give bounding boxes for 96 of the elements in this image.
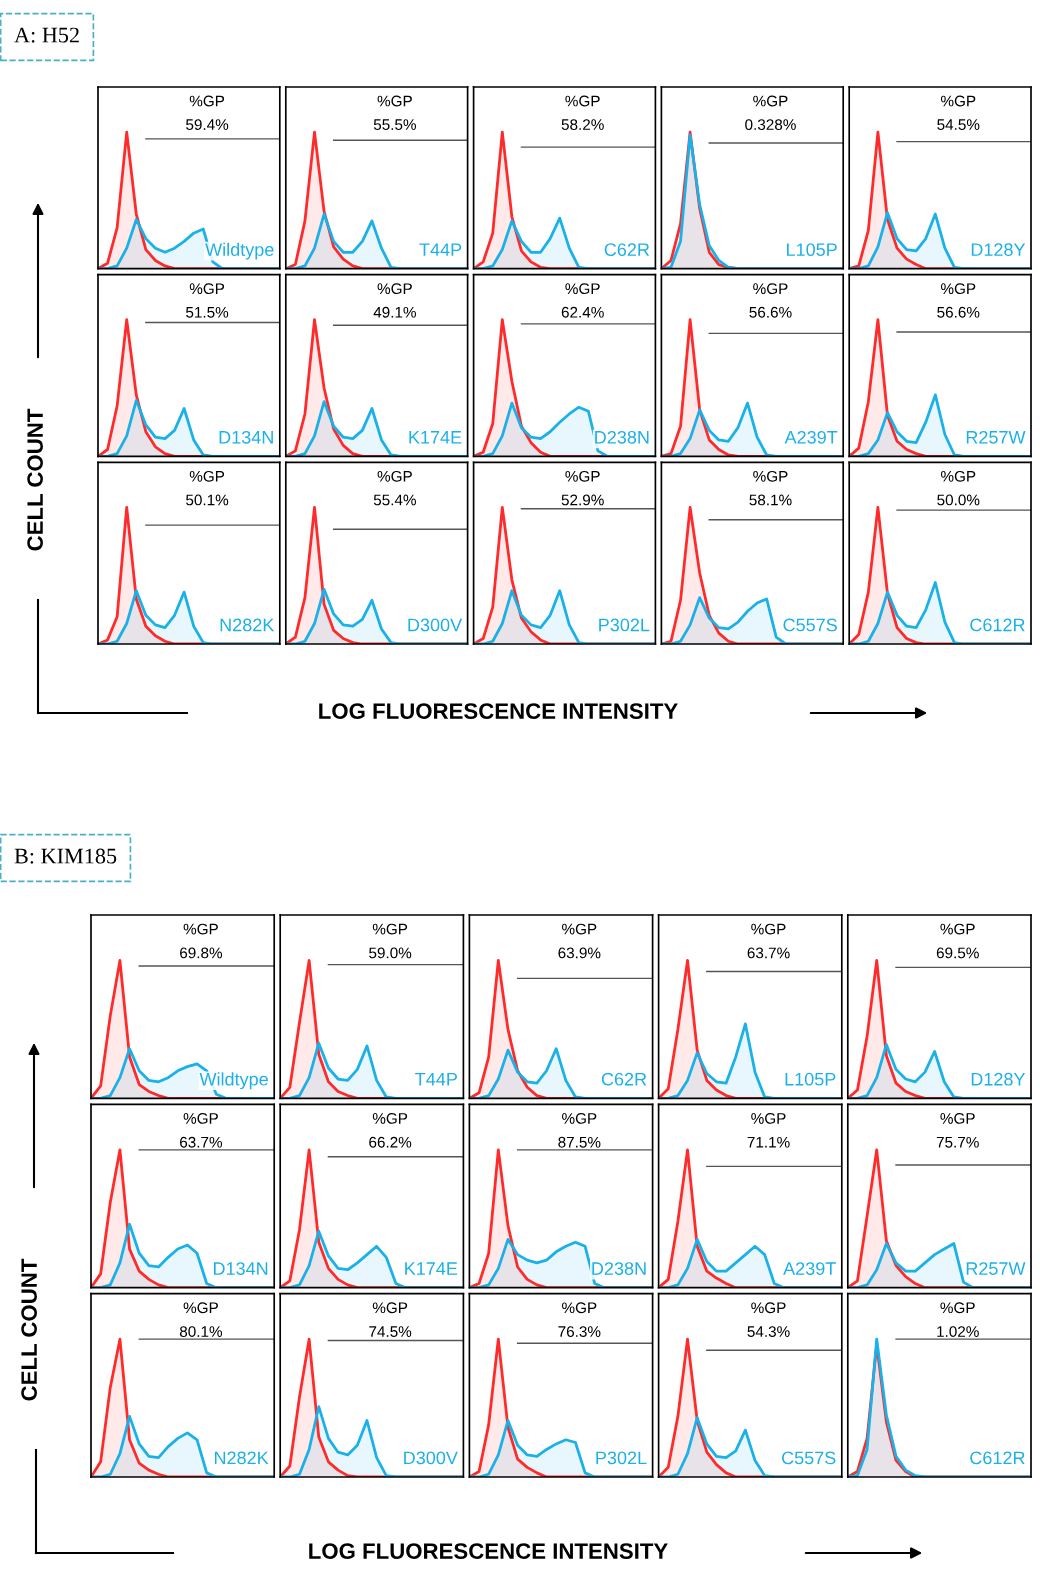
text: %GP [562, 1112, 597, 1124]
series-label: D238N [592, 1262, 646, 1275]
text: %GP [565, 470, 600, 482]
text: 75.7% [936, 1136, 979, 1148]
text: %GP [562, 923, 597, 935]
text: %GP [562, 1302, 597, 1314]
series-label: A239T [783, 1262, 836, 1275]
text: 80.1% [179, 1326, 223, 1337]
text: 50.1% [186, 494, 229, 506]
text: 69.8% [180, 947, 223, 959]
text: 63.7% [747, 947, 790, 959]
text: %GP [372, 1302, 408, 1314]
series-label: Wildtype [199, 1072, 268, 1090]
series-label: T44P [419, 243, 462, 256]
text: 74.5% [369, 1326, 412, 1337]
series-label: C62R [604, 243, 650, 257]
series-label: K174E [409, 431, 462, 444]
text: %GP [377, 283, 412, 295]
text: 56.6% [937, 306, 980, 318]
text: %GP [189, 283, 225, 295]
text: LOG FLUORESCENCE INTENSITY [309, 1543, 668, 1559]
series-label: P302L [596, 1451, 647, 1465]
series-label: D128Y [971, 243, 1026, 257]
text: 63.7% [180, 1136, 223, 1148]
series-label: K174E [405, 1262, 458, 1275]
text: 1.02% [937, 1326, 979, 1337]
text: %GP [940, 923, 975, 935]
text: 87.5% [558, 1136, 601, 1148]
text: 58.2% [561, 119, 604, 131]
text: 0.328% [745, 119, 796, 131]
text: 69.5% [936, 947, 979, 959]
text: LOG FLUORESCENCE INTENSITY [319, 703, 678, 719]
series-label: A239T [784, 430, 838, 444]
text: 54.3% [747, 1326, 790, 1337]
text: 63.9% [558, 947, 601, 959]
series-label: C612R [970, 1451, 1025, 1465]
text: 59.4% [186, 119, 229, 131]
text: 52.9% [561, 494, 604, 506]
text: %GP [372, 1112, 408, 1124]
text: %GP [940, 1112, 975, 1124]
text: 55.4% [373, 494, 416, 506]
text: %GP [751, 1112, 786, 1124]
text: %GP [940, 95, 976, 107]
text: %GP [751, 923, 786, 935]
series-label: R257W [966, 1262, 1026, 1275]
series-label: P302L [599, 618, 650, 632]
text: %GP [377, 470, 412, 482]
series-label: C612R [970, 618, 1025, 632]
text: 55.5% [373, 119, 416, 131]
text: CELL COUNT [21, 1258, 37, 1401]
text: CELL COUNT [27, 408, 43, 551]
text: %GP [940, 283, 976, 295]
text: %GP [183, 923, 218, 935]
text: A: H52 [14, 27, 79, 43]
text: 66.2% [369, 1136, 412, 1148]
series-label: C62R [601, 1072, 647, 1086]
text: 58.1% [749, 494, 792, 506]
text: %GP [189, 95, 225, 107]
text: %GP [377, 95, 412, 107]
text: 50.0% [937, 494, 980, 506]
text: 62.4% [561, 306, 604, 318]
text: %GP [751, 1302, 786, 1314]
text: %GP [189, 470, 225, 482]
text: %GP [753, 470, 788, 482]
series-label: D134N [213, 1262, 268, 1275]
text: %GP [753, 95, 788, 107]
series-label: D128Y [971, 1072, 1026, 1086]
text: %GP [940, 470, 976, 482]
text: %GP [753, 283, 788, 295]
text: %GP [183, 1112, 218, 1124]
text: %GP [183, 1302, 218, 1314]
text: %GP [565, 95, 600, 107]
series-label: D134N [219, 430, 273, 444]
text: 71.1% [747, 1136, 790, 1148]
series-label: N282K [220, 618, 275, 632]
text: 54.5% [937, 119, 980, 131]
text: 56.6% [749, 306, 792, 318]
series-label: C557S [783, 618, 837, 632]
text: 51.5% [186, 306, 229, 318]
text: 49.1% [373, 306, 416, 318]
text: 59.0% [369, 947, 412, 959]
series-label: R257W [966, 430, 1026, 444]
text: 76.3% [558, 1326, 601, 1337]
series-label: D300V [404, 1451, 458, 1465]
series-label: D300V [408, 618, 463, 632]
text: %GP [565, 283, 600, 295]
series-label: L105P [785, 1072, 836, 1086]
series-label: Wildtype [205, 242, 274, 260]
series-label: C557S [782, 1451, 836, 1465]
text: B: KIM185 [14, 848, 117, 864]
series-label: T44P [415, 1073, 457, 1086]
series-label: N282K [214, 1451, 269, 1465]
text: %GP [372, 923, 408, 935]
series-label: L105P [787, 243, 837, 257]
text: %GP [940, 1302, 975, 1314]
series-label: D238N [595, 430, 649, 444]
